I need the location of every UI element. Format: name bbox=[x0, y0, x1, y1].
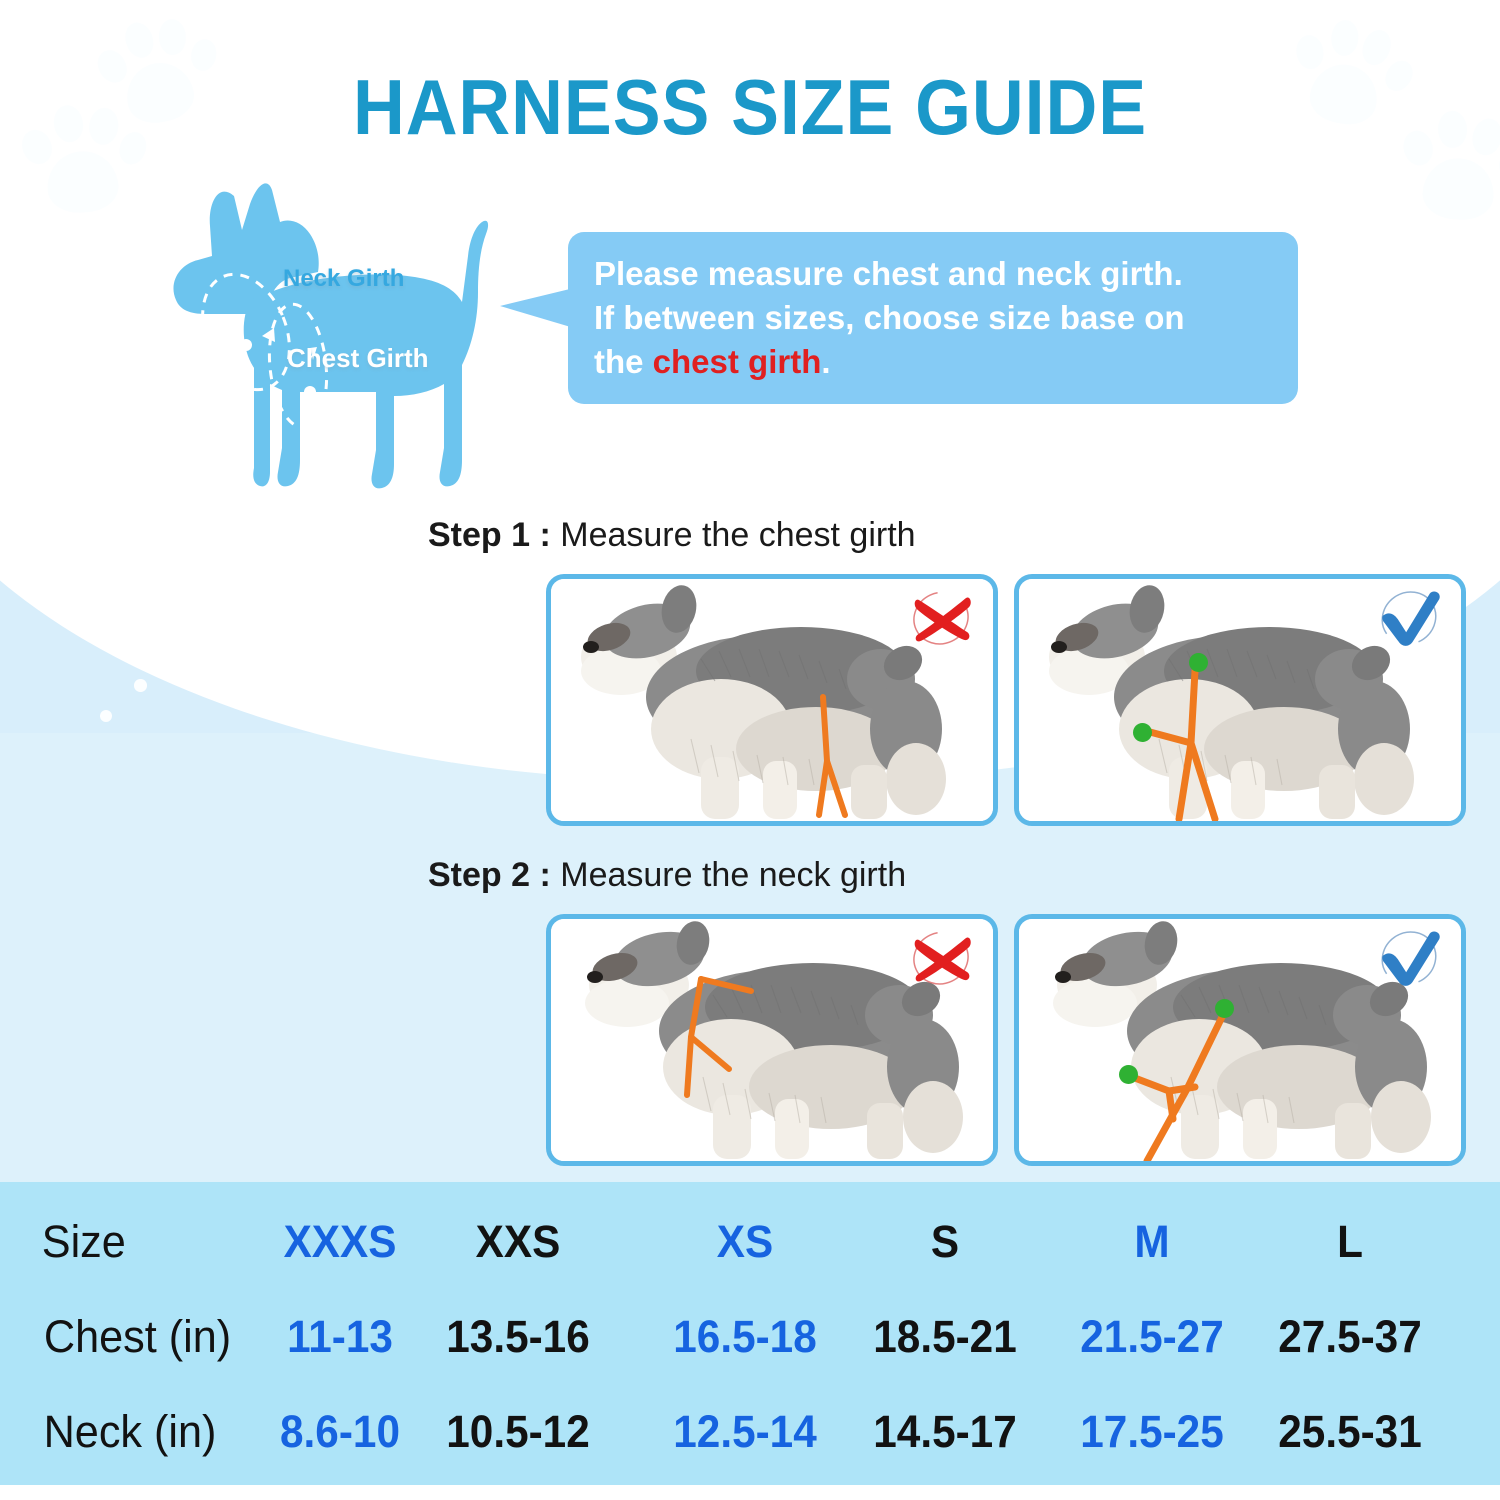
table-cell: 14.5-17 bbox=[873, 1406, 1017, 1457]
dog-silhouette-svg bbox=[173, 183, 489, 489]
speech-bubble-tail bbox=[500, 288, 574, 328]
cross-icon bbox=[903, 927, 979, 993]
step-1-label: Step 1 : Measure the chest girth bbox=[428, 516, 916, 555]
table-cell: 17.5-25 bbox=[1080, 1406, 1224, 1457]
table-cell: 25.5-31 bbox=[1278, 1406, 1422, 1457]
photo-step1-wrong[interactable] bbox=[546, 574, 998, 826]
cross-icon bbox=[903, 587, 979, 653]
step-2-prefix: Step 2 : bbox=[428, 856, 551, 894]
table-header-cell: XS bbox=[716, 1216, 774, 1267]
table-cell: 27.5-37 bbox=[1278, 1311, 1422, 1362]
table-cell: 13.5-16 bbox=[446, 1311, 590, 1362]
step-1-text: Measure the chest girth bbox=[550, 516, 916, 554]
table-row-label: Chest (in) bbox=[43, 1311, 232, 1362]
chest-girth-highlight: chest girth bbox=[652, 342, 822, 380]
step-2-label: Step 2 : Measure the neck girth bbox=[428, 856, 906, 895]
bubble-line-1: Please measure chest and neck girth. bbox=[594, 255, 1183, 292]
check-icon bbox=[1371, 587, 1447, 653]
check-icon bbox=[1371, 927, 1447, 993]
photo-step2-correct[interactable] bbox=[1014, 914, 1466, 1166]
table-row-label: Size bbox=[41, 1216, 126, 1267]
size-table: Size Chest (in) Neck (in) XXXS XXS XS S M L 11-13… bbox=[0, 1182, 1500, 1485]
table-cell: 10.5-12 bbox=[446, 1406, 590, 1457]
dog-photo-wrong-chest bbox=[551, 579, 993, 821]
bubble-line-2: If between sizes, choose size base on bbox=[594, 298, 1185, 336]
table-cell: 18.5-21 bbox=[873, 1311, 1017, 1362]
bubble-line-3-pre: the bbox=[594, 342, 653, 380]
table-cell: 21.5-27 bbox=[1080, 1311, 1224, 1362]
photo-step2-wrong[interactable] bbox=[546, 914, 998, 1166]
instruction-bubble: Please measure chest and neck girth. If … bbox=[568, 232, 1298, 404]
table-header-cell: XXXS bbox=[283, 1216, 397, 1267]
table-header-cell: S bbox=[930, 1216, 960, 1267]
bubble-line-3-post: . bbox=[821, 342, 831, 380]
table-cell: 8.6-10 bbox=[280, 1406, 400, 1457]
measure-point-top bbox=[1189, 653, 1208, 672]
table-header-cell: XXS bbox=[475, 1216, 561, 1267]
measure-point-bottom bbox=[1133, 723, 1152, 742]
table-cell: 11-13 bbox=[287, 1311, 393, 1362]
table-cell: 16.5-18 bbox=[673, 1311, 817, 1362]
chest-girth-label: Chest Girth bbox=[287, 343, 429, 373]
photo-step1-correct[interactable] bbox=[1014, 574, 1466, 826]
dog-silhouette-diagram: Neck Girth Chest Girth bbox=[150, 160, 570, 520]
neck-girth-label: Neck Girth bbox=[283, 265, 405, 292]
measure-point-bottom bbox=[1119, 1065, 1138, 1084]
page-title: HARNESS SIZE GUIDE bbox=[352, 63, 1148, 151]
dog-photo-wrong-neck bbox=[551, 919, 993, 1161]
step-2-text: Measure the neck girth bbox=[550, 856, 907, 894]
bubble-line-3: the chest girth. bbox=[594, 340, 1272, 384]
measure-point-top bbox=[1215, 999, 1234, 1018]
dog-photo-correct-chest bbox=[1019, 579, 1461, 821]
table-cell: 12.5-14 bbox=[673, 1406, 817, 1457]
table-header-cell: L bbox=[1337, 1216, 1363, 1267]
table-row-label: Neck (in) bbox=[43, 1406, 217, 1457]
table-header-cell: M bbox=[1134, 1216, 1170, 1267]
step-1-prefix: Step 1 : bbox=[428, 516, 551, 554]
